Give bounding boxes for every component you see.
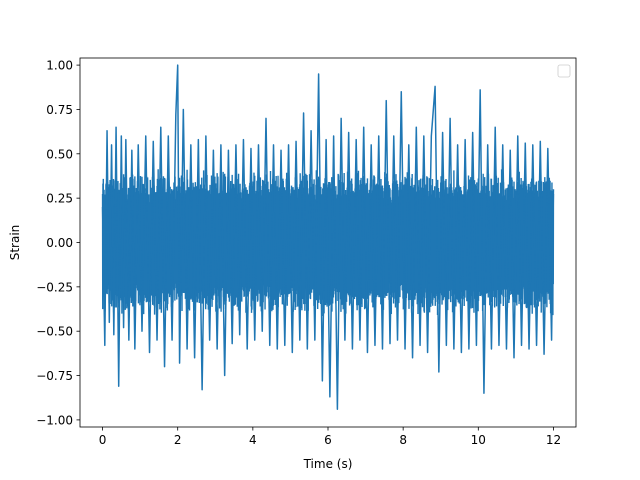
y-tick-label: 1.00 [46, 59, 73, 73]
x-tick-label: 10 [471, 433, 486, 447]
y-tick-label: 0.25 [46, 192, 73, 206]
series-line [101, 64, 555, 411]
x-tick-label: 12 [546, 433, 561, 447]
x-tick-label: 2 [174, 433, 182, 447]
y-axis-label: Strain [8, 225, 22, 261]
y-axis: −1.00 −0.75 −0.50 −0.25 0.00 0.25 0.50 0.75 1.00 [36, 59, 80, 427]
plot-area [79, 57, 577, 428]
y-tick-label: −0.75 [36, 369, 73, 383]
x-tick-label: 4 [249, 433, 257, 447]
y-tick-label: −0.25 [36, 280, 73, 294]
x-tick-label: 0 [99, 433, 107, 447]
y-tick-label: 0.00 [46, 236, 73, 250]
y-tick-label: 0.50 [46, 147, 73, 161]
y-tick-label: −1.00 [36, 413, 73, 427]
legend-box [557, 64, 571, 78]
y-tick-label: −0.50 [36, 325, 73, 339]
x-tick-label: 8 [399, 433, 407, 447]
x-tick-label: 6 [324, 433, 332, 447]
y-tick-label: 0.75 [46, 103, 73, 117]
x-axis: 0 2 4 6 8 10 12 [99, 427, 561, 447]
x-axis-label: Time (s) [303, 457, 353, 471]
